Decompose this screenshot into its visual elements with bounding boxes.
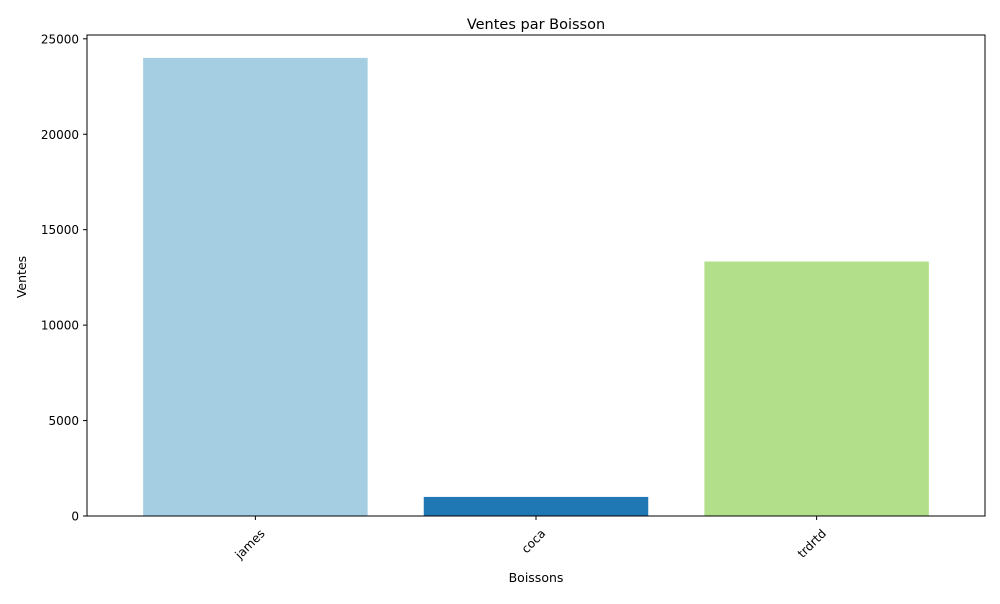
y-tick-label: 0 [71,510,79,524]
bar-james [143,57,368,517]
y-tick-label: 20000 [41,128,79,142]
chart-title: Ventes par Boisson [467,17,605,33]
bars-group [143,57,929,517]
y-tick-label: 5000 [48,414,79,428]
bar-trdrtd [704,261,929,516]
bar-coca [423,496,649,516]
y-axis: 0 5000 10000 15000 20000 25000 [41,32,87,524]
y-tick-label: 15000 [41,223,79,237]
y-axis-label: Ventes [14,256,29,298]
y-tick-label: 10000 [41,319,79,333]
plot-frame [86,34,986,517]
y-tick-label: 25000 [41,32,79,46]
x-axis-label: Boissons [509,570,564,585]
